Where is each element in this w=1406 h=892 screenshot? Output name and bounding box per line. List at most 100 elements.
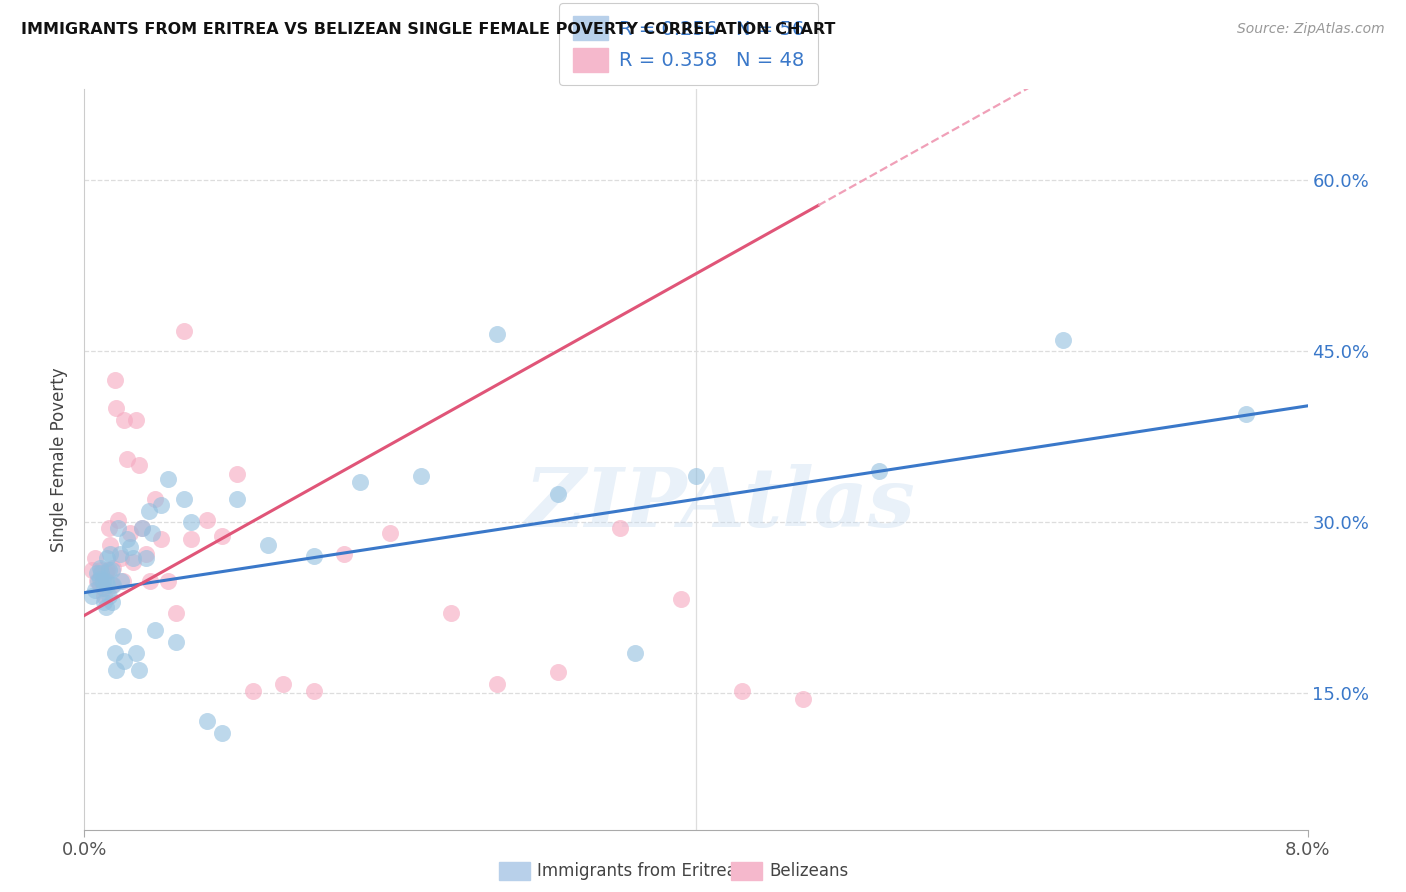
Point — [547, 486, 569, 500]
Point — [211, 725, 233, 739]
Point — [226, 492, 249, 507]
Point — [89, 572, 111, 586]
Point — [486, 327, 509, 342]
Point — [669, 592, 692, 607]
Point — [101, 563, 124, 577]
Point — [195, 714, 218, 729]
Point — [103, 560, 125, 574]
Point — [138, 503, 160, 517]
Point — [120, 526, 142, 541]
Text: ZIPAtlas: ZIPAtlas — [524, 464, 915, 544]
Point — [157, 574, 180, 589]
Point — [349, 475, 371, 490]
Point — [195, 513, 218, 527]
Legend: R = 0.256   N = 56, R = 0.358   N = 48: R = 0.256 N = 56, R = 0.358 N = 48 — [560, 3, 818, 85]
Point — [125, 646, 148, 660]
Point — [93, 581, 115, 595]
Text: Belizeans: Belizeans — [769, 862, 848, 880]
Point — [115, 532, 138, 546]
Point — [180, 515, 202, 529]
Point — [103, 577, 125, 591]
Point — [96, 577, 118, 591]
Point — [131, 521, 153, 535]
Point — [94, 566, 117, 581]
Point — [84, 551, 107, 566]
Point — [97, 521, 120, 535]
Point — [86, 574, 108, 589]
Point — [173, 492, 195, 507]
Point — [380, 526, 402, 541]
Point — [107, 513, 129, 527]
Point — [111, 629, 134, 643]
Point — [120, 540, 142, 554]
Point — [90, 566, 112, 581]
Point — [98, 547, 121, 561]
Point — [792, 691, 814, 706]
Point — [624, 646, 647, 660]
Point — [110, 551, 132, 566]
Point — [440, 606, 463, 620]
Point — [547, 665, 569, 680]
Point — [333, 547, 356, 561]
Point — [80, 589, 103, 603]
Point — [96, 551, 118, 566]
Point — [96, 563, 118, 577]
Point — [869, 464, 891, 478]
Point — [609, 521, 631, 535]
Point — [302, 549, 325, 564]
Point — [128, 663, 150, 677]
Point — [149, 498, 172, 512]
Point — [89, 560, 111, 574]
Point — [257, 538, 280, 552]
Point — [128, 458, 150, 472]
Point — [1052, 333, 1074, 347]
Point — [111, 574, 134, 589]
Point — [1236, 407, 1258, 421]
Point — [685, 469, 707, 483]
Point — [97, 589, 120, 603]
Point — [91, 581, 114, 595]
Point — [86, 566, 108, 581]
Point — [125, 412, 148, 426]
Point — [211, 529, 233, 543]
Point — [107, 521, 129, 535]
Point — [90, 563, 112, 577]
Point — [409, 469, 432, 483]
Point — [143, 492, 166, 507]
Point — [110, 574, 132, 589]
Point — [91, 574, 114, 589]
Point — [87, 574, 110, 589]
Point — [131, 521, 153, 535]
Point — [101, 577, 124, 591]
Point — [731, 683, 754, 698]
Point — [93, 589, 115, 603]
Point — [141, 526, 163, 541]
Point — [104, 373, 127, 387]
Point — [89, 577, 111, 591]
Point — [122, 551, 145, 566]
Point — [486, 677, 509, 691]
Point — [112, 412, 135, 426]
Y-axis label: Single Female Poverty: Single Female Poverty — [51, 368, 69, 551]
Text: IMMIGRANTS FROM ERITREA VS BELIZEAN SINGLE FEMALE POVERTY CORRELATION CHART: IMMIGRANTS FROM ERITREA VS BELIZEAN SING… — [21, 22, 835, 37]
Point — [139, 574, 162, 589]
Point — [143, 624, 166, 638]
Point — [104, 646, 127, 660]
Text: Source: ZipAtlas.com: Source: ZipAtlas.com — [1237, 22, 1385, 37]
Point — [94, 574, 117, 589]
Text: Immigrants from Eritrea: Immigrants from Eritrea — [537, 862, 737, 880]
Point — [157, 472, 180, 486]
Point — [98, 538, 121, 552]
Point — [94, 600, 117, 615]
Point — [165, 634, 187, 648]
Point — [173, 324, 195, 338]
Point — [101, 595, 124, 609]
Point — [105, 401, 128, 416]
Point — [149, 532, 172, 546]
Point — [135, 547, 157, 561]
Point — [105, 663, 128, 677]
Point — [135, 551, 157, 566]
Point — [165, 606, 187, 620]
Point — [108, 547, 131, 561]
Point — [242, 683, 264, 698]
